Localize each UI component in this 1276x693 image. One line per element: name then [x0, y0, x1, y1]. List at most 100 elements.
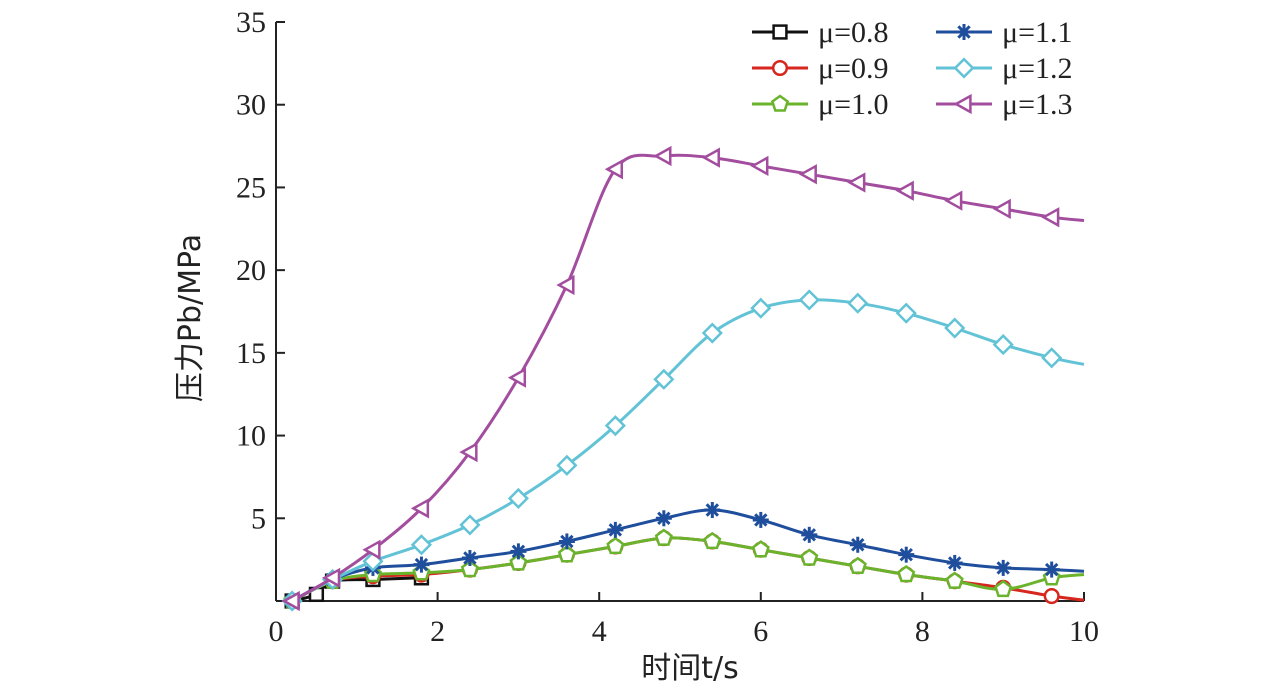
data-point	[362, 539, 381, 560]
x-tick-label: 2	[430, 615, 445, 648]
series-2	[284, 530, 1085, 610]
data-point	[992, 198, 1011, 220]
marker-stroke	[657, 511, 671, 526]
legend-label: μ=0.9	[818, 52, 889, 85]
marker-stroke	[560, 534, 574, 549]
data-point	[410, 534, 433, 556]
data-point	[558, 533, 575, 550]
data-point	[895, 180, 914, 201]
legend-item: μ=1.0	[752, 88, 889, 121]
data-point	[607, 521, 624, 538]
data-point	[321, 567, 341, 588]
marker-stroke	[948, 556, 962, 570]
data-point	[510, 543, 527, 560]
legend: μ=0.8μ=0.9μ=1.0 μ=1.1μ=1.2μ=1.3	[752, 16, 1073, 121]
x-axis-title: 时间t/s	[641, 651, 739, 686]
data-point	[849, 536, 866, 553]
y-tick-label: 20	[236, 254, 266, 287]
data-point	[895, 302, 917, 324]
series-layer	[281, 145, 1085, 612]
data-point	[750, 155, 769, 177]
legend-label: μ=1.2	[1002, 52, 1073, 85]
data-point	[898, 546, 915, 563]
data-point	[281, 590, 300, 612]
x-tick-label: 8	[915, 615, 930, 648]
data-point	[604, 415, 626, 437]
legend-label: μ=1.0	[818, 88, 889, 121]
data-point	[460, 560, 479, 578]
data-point	[956, 24, 972, 40]
series-line	[291, 508, 1085, 603]
legend-item: μ=1.2	[936, 52, 1073, 85]
data-point	[604, 159, 624, 180]
data-point	[1041, 347, 1063, 369]
data-point	[459, 514, 481, 536]
legend-item: μ=0.9	[752, 52, 889, 85]
data-point	[847, 292, 869, 314]
series-4	[284, 502, 1085, 609]
data-point	[995, 559, 1012, 576]
data-point	[507, 367, 527, 388]
data-point	[946, 554, 963, 571]
marker-stroke	[899, 547, 913, 562]
marker-stroke	[705, 503, 720, 517]
legend-item: μ=0.8	[752, 16, 889, 49]
data-point	[944, 317, 966, 339]
data-point	[751, 540, 770, 558]
legend-label: μ=0.8	[818, 16, 889, 49]
data-point	[703, 531, 722, 550]
x-tick-label: 0	[269, 615, 284, 648]
legend-label: μ=1.3	[1002, 88, 1073, 121]
marker-stroke	[463, 551, 477, 565]
data-point	[556, 454, 578, 476]
data-point	[701, 322, 723, 344]
data-point	[771, 59, 789, 77]
data-point	[798, 289, 820, 311]
y-tick-label: 35	[236, 6, 266, 39]
data-point	[848, 556, 867, 574]
data-point	[1043, 561, 1060, 578]
data-point	[953, 57, 975, 79]
y-tick-label: 10	[236, 420, 266, 453]
data-point	[509, 553, 528, 571]
data-point	[945, 571, 964, 589]
data-point	[1041, 207, 1060, 228]
series-line	[291, 298, 1085, 603]
data-point	[413, 556, 430, 573]
data-point	[507, 487, 529, 510]
data-point	[704, 502, 721, 519]
legend-item: μ=1.1	[936, 16, 1073, 49]
data-point	[770, 94, 790, 112]
series-line	[291, 153, 1085, 603]
y-axis-title: 压力Pb/MPa	[173, 234, 208, 402]
data-point	[953, 93, 972, 115]
data-point	[994, 579, 1013, 598]
marker-stroke	[1044, 562, 1059, 577]
legend-item: μ=1.3	[936, 88, 1073, 121]
marker-stroke	[511, 544, 526, 559]
axes: 0 2 4 6 8 10 5 10 15 20 25 30 35	[236, 6, 1099, 648]
x-tick-label: 10	[1069, 615, 1099, 648]
data-point	[655, 510, 672, 527]
data-point	[750, 297, 772, 319]
series-5	[281, 289, 1085, 612]
data-point	[800, 548, 819, 566]
marker-stroke	[851, 538, 865, 552]
marker-stroke	[754, 513, 768, 527]
y-tick-label: 5	[251, 502, 266, 535]
data-point	[992, 334, 1014, 356]
data-point	[461, 549, 478, 566]
data-point	[459, 441, 478, 463]
data-point	[557, 545, 576, 563]
marker-stroke	[802, 528, 816, 542]
data-point	[701, 147, 720, 168]
y-tick-label: 15	[236, 337, 266, 370]
legend-label: μ=1.1	[1002, 16, 1073, 49]
data-point	[801, 526, 818, 543]
data-point	[410, 498, 430, 519]
x-tick-label: 4	[592, 615, 607, 648]
data-point	[798, 164, 817, 185]
marker-stroke	[608, 523, 623, 537]
data-point	[556, 274, 575, 296]
